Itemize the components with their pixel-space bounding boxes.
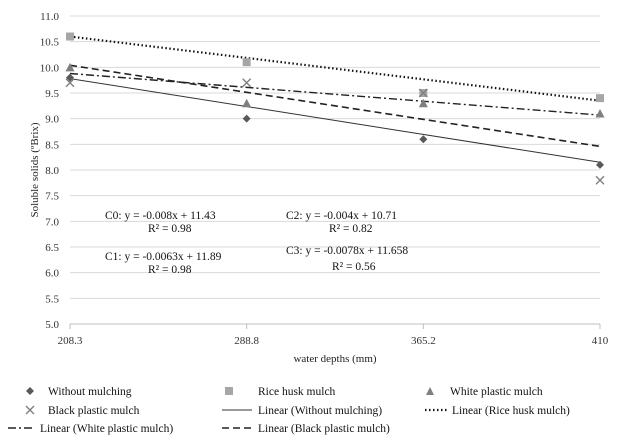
- equation-c3: C3: y = -0.0078x + 11.658: [286, 245, 408, 257]
- legend-label: Without mulching: [48, 386, 132, 398]
- data-point: [418, 88, 428, 98]
- legend-label: Linear (White plastic mulch): [40, 423, 173, 435]
- legend-label: White plastic mulch: [450, 386, 543, 398]
- data-point: [596, 94, 604, 103]
- legend-triangle-marker: [426, 387, 434, 395]
- data-point: [242, 78, 252, 88]
- r2-c1: R² = 0.98: [148, 264, 192, 276]
- y-tick-label: 6.5: [45, 242, 59, 254]
- legend-label: Linear (Without mulching): [258, 405, 382, 417]
- y-axis-label: Soluble solids (ºBrix): [29, 122, 41, 217]
- r2-c0: R² = 0.98: [148, 223, 192, 235]
- data-point: [66, 73, 74, 82]
- trendline: [69, 64, 601, 148]
- y-axis-ticks: 5.0 5.5 6.0 6.5 7.0 7.5 8.0 8.5 9.0 9.5 10.0 10.5 11…: [40, 11, 60, 331]
- data-points: [65, 32, 605, 185]
- legend-diamond-marker: [26, 387, 34, 395]
- x-axis-label: water depths (mm): [293, 353, 376, 365]
- equation-c2: C2: y = -0.004x + 10.71: [286, 210, 397, 222]
- legend-item-without-mulching: Without mulching: [26, 386, 132, 398]
- data-point: [419, 135, 428, 144]
- y-tick-label: 8.0: [45, 165, 59, 177]
- data-point: [65, 62, 75, 72]
- legend-label: Black plastic mulch: [48, 405, 140, 417]
- r2-c3: R² = 0.56: [332, 261, 376, 273]
- data-point: [418, 98, 428, 108]
- y-tick-label: 7.5: [45, 191, 59, 203]
- y-tick-label: 8.5: [45, 139, 59, 151]
- y-tick-label: 5.5: [45, 293, 59, 305]
- y-tick-label: 5.0: [45, 319, 59, 331]
- trendline: [69, 78, 601, 163]
- legend-label: Linear (Rice husk mulch): [452, 405, 570, 417]
- y-tick-label: 10.5: [40, 37, 60, 49]
- y-tick-label: 7.0: [45, 216, 59, 228]
- legend-item-linear-rice-husk-mulch: Linear (Rice husk mulch): [425, 405, 570, 417]
- legend-item-linear-white-plastic-mulch: Linear (White plastic mulch): [8, 423, 173, 435]
- data-point: [65, 78, 75, 88]
- legend-item-linear-without-mulching: Linear (Without mulching): [222, 405, 382, 417]
- equation-c1: C1: y = -0.0063x + 11.89: [105, 251, 222, 263]
- x-axis-ticks: 208.3 288.8 365.2 410: [58, 324, 609, 347]
- y-tick-label: 6.0: [45, 268, 59, 280]
- legend-square-marker: [225, 387, 233, 395]
- legend-item-black-plastic-mulch: Black plastic mulch: [25, 405, 140, 417]
- legend-item-rice-husk-mulch: Rice husk mulch: [225, 386, 336, 398]
- legend-x-marker: [25, 405, 35, 415]
- y-tick-label: 10.0: [40, 62, 60, 74]
- legend: Without mulching Rice husk mulch White p…: [8, 386, 570, 435]
- data-point: [242, 114, 251, 123]
- gridlines: [70, 15, 600, 299]
- data-point: [595, 175, 605, 185]
- y-tick-label: 9.5: [45, 88, 59, 100]
- data-point: [595, 109, 605, 118]
- x-tick-label: 208.3: [58, 335, 83, 347]
- trendlines: [69, 35, 601, 163]
- data-point: [242, 98, 252, 108]
- equation-annotations: C0: y = -0.008x + 11.43 R² = 0.98 C1: y …: [105, 210, 408, 276]
- data-point: [596, 160, 604, 169]
- data-point: [66, 32, 74, 41]
- trendline: [69, 35, 601, 102]
- y-tick-label: 11.0: [40, 11, 59, 23]
- x-tick-label: 288.8: [234, 335, 259, 347]
- trendline: [69, 72, 601, 116]
- y-tick-label: 9.0: [45, 114, 59, 126]
- legend-item-linear-black-plastic-mulch: Linear (Black plastic mulch): [222, 423, 390, 435]
- legend-label: Linear (Black plastic mulch): [258, 423, 390, 435]
- x-tick-label: 365.2: [411, 335, 436, 347]
- equation-c0: C0: y = -0.008x + 11.43: [105, 210, 216, 222]
- legend-item-white-plastic-mulch: White plastic mulch: [426, 386, 543, 398]
- data-point: [242, 58, 251, 67]
- legend-label: Rice husk mulch: [258, 386, 336, 398]
- x-tick-label: 410: [592, 335, 609, 347]
- r2-c2: R² = 0.82: [329, 223, 373, 235]
